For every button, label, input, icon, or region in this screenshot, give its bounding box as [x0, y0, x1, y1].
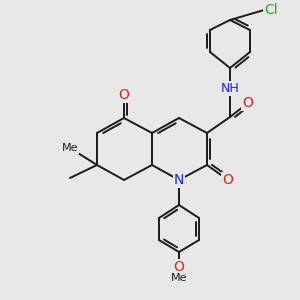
Text: O: O — [118, 88, 129, 102]
Text: N: N — [174, 173, 184, 187]
Text: NH: NH — [220, 82, 239, 94]
Text: Cl: Cl — [264, 3, 278, 17]
Text: O: O — [243, 96, 254, 110]
Text: Me: Me — [171, 273, 187, 283]
Text: O: O — [223, 173, 233, 187]
Text: O: O — [174, 260, 184, 274]
Text: Me: Me — [62, 143, 78, 153]
